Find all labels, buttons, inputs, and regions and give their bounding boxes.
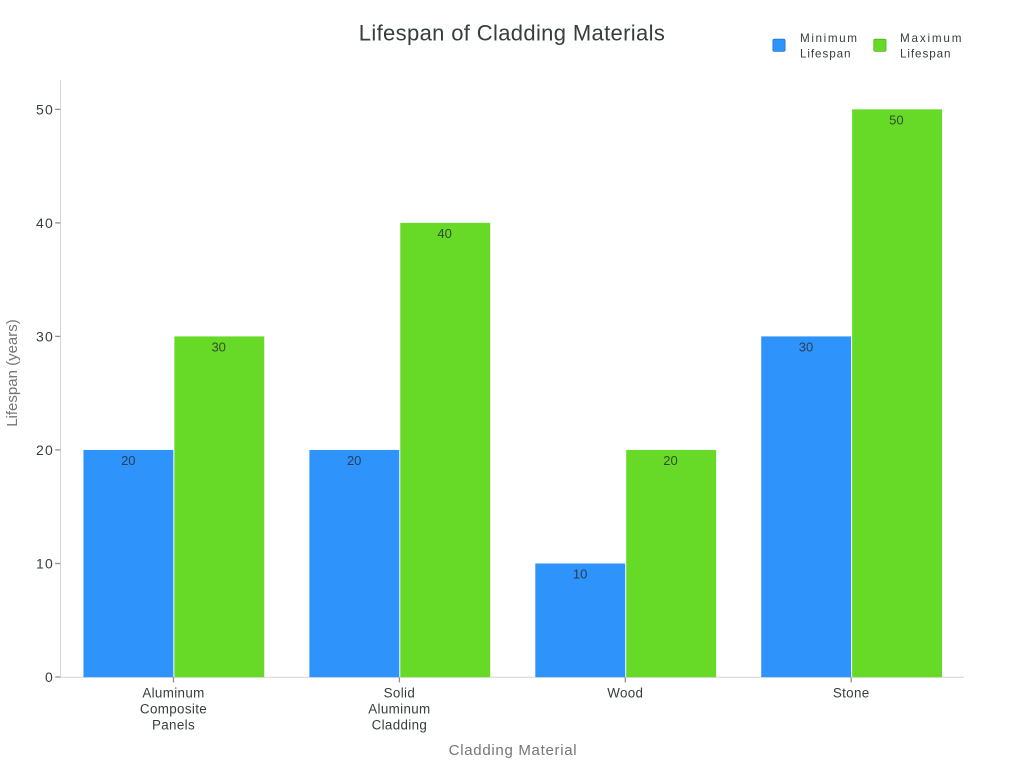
svg-text:20: 20 bbox=[36, 442, 54, 458]
svg-text:Stone: Stone bbox=[833, 685, 870, 700]
svg-text:Lifespan of Cladding Materials: Lifespan of Cladding Materials bbox=[359, 21, 665, 46]
svg-text:40: 40 bbox=[36, 215, 54, 231]
svg-text:Lifespan: Lifespan bbox=[800, 47, 851, 60]
svg-text:10: 10 bbox=[36, 556, 54, 572]
svg-text:30: 30 bbox=[36, 328, 54, 344]
svg-text:Cladding: Cladding bbox=[372, 718, 428, 733]
svg-text:10: 10 bbox=[573, 567, 587, 582]
svg-text:Lifespan (years): Lifespan (years) bbox=[4, 319, 21, 427]
svg-text:50: 50 bbox=[889, 113, 903, 128]
svg-text:Maximum: Maximum bbox=[900, 32, 963, 45]
svg-text:20: 20 bbox=[663, 453, 677, 468]
svg-text:Cladding Material: Cladding Material bbox=[449, 742, 578, 759]
svg-text:Solid: Solid bbox=[384, 685, 416, 700]
svg-text:Lifespan: Lifespan bbox=[900, 47, 951, 60]
svg-text:50: 50 bbox=[36, 101, 54, 117]
svg-text:30: 30 bbox=[211, 340, 225, 355]
svg-text:Composite: Composite bbox=[140, 701, 207, 716]
svg-text:Aluminum: Aluminum bbox=[368, 701, 430, 716]
svg-text:Minimum: Minimum bbox=[800, 32, 859, 45]
svg-text:Aluminum: Aluminum bbox=[142, 685, 204, 700]
svg-text:20: 20 bbox=[121, 453, 135, 468]
svg-text:Wood: Wood bbox=[607, 685, 643, 700]
svg-text:Panels: Panels bbox=[152, 718, 195, 733]
svg-text:30: 30 bbox=[799, 340, 813, 355]
svg-text:40: 40 bbox=[437, 226, 451, 241]
svg-text:0: 0 bbox=[45, 669, 54, 685]
svg-text:20: 20 bbox=[347, 453, 361, 468]
